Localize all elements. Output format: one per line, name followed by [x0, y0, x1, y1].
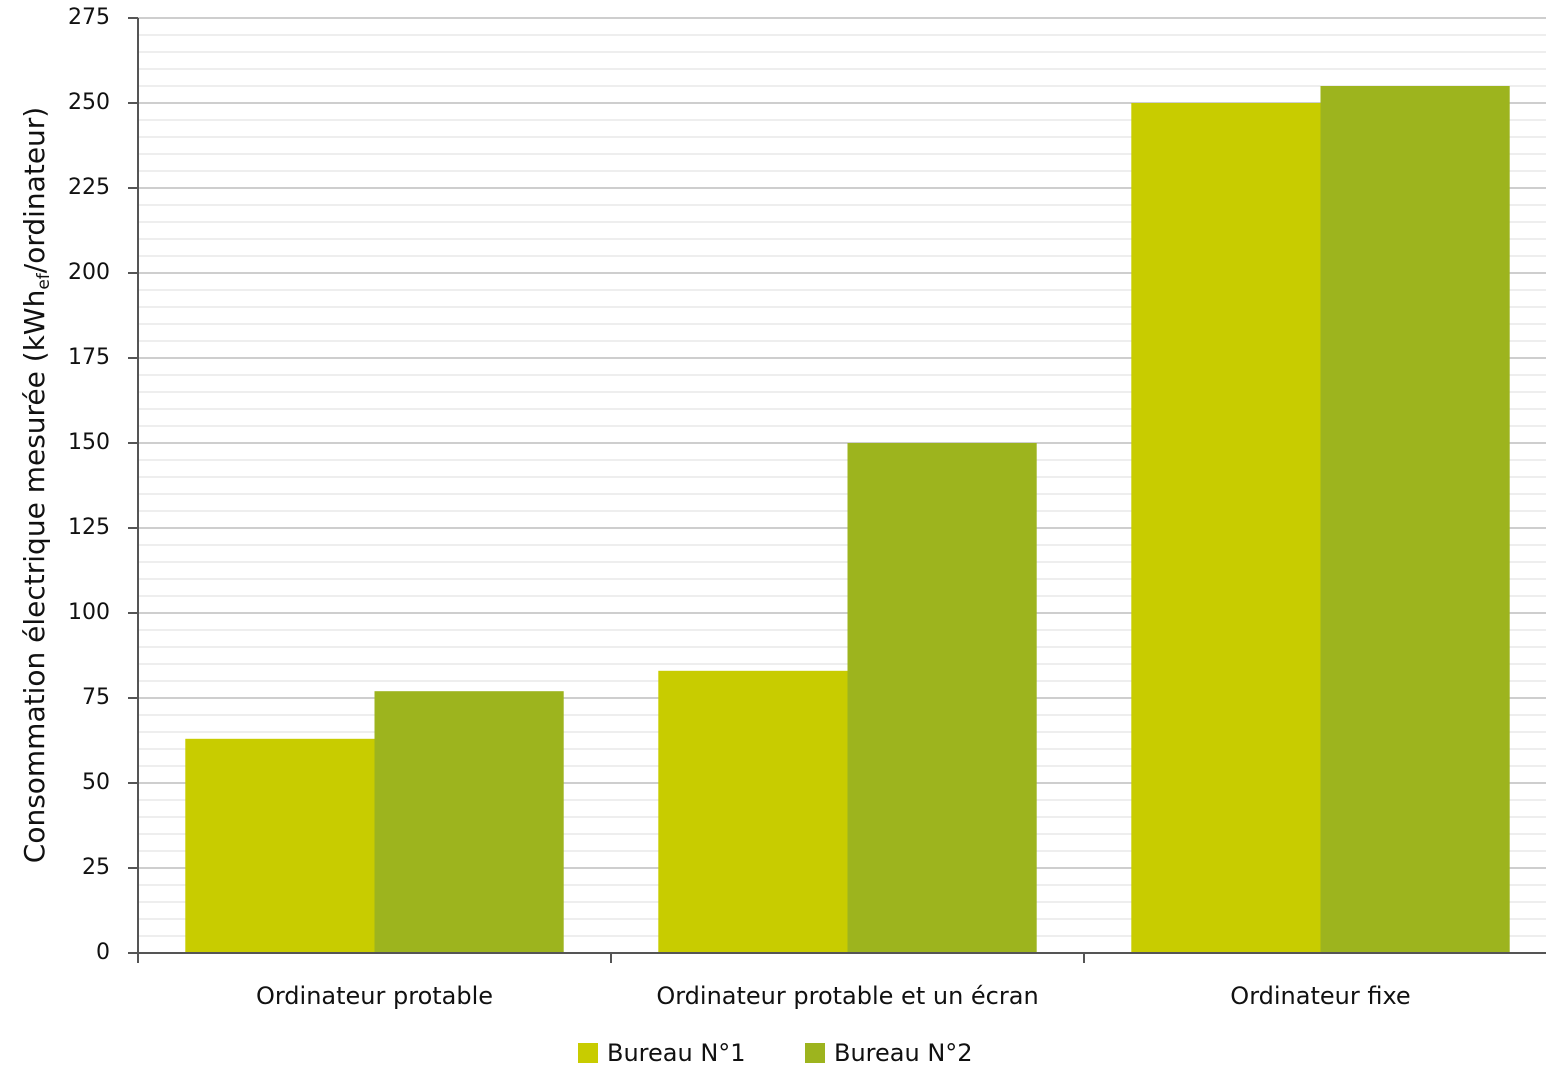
y-tick-label: 175 [68, 345, 110, 370]
x-tick-label: Ordinateur fixe [1230, 982, 1410, 1010]
legend-swatch [805, 1043, 825, 1063]
legend-label: Bureau N°1 [607, 1039, 746, 1066]
bar [1131, 103, 1321, 953]
bar [1320, 86, 1510, 953]
y-tick-label: 0 [96, 940, 110, 965]
bar [658, 670, 848, 953]
x-tick-label: Ordinateur protable [256, 982, 493, 1010]
y-tick-label: 50 [82, 770, 110, 795]
y-tick-label: 125 [68, 515, 110, 540]
y-tick-label: 275 [68, 5, 110, 30]
legend-swatch [578, 1043, 598, 1063]
y-tick-label: 250 [68, 90, 110, 115]
y-axis-title: Consommation électrique mesurée (kWhef/o… [18, 107, 54, 863]
y-tick-label: 150 [68, 430, 110, 455]
y-axis-title-sub: ef [34, 272, 54, 289]
y-tick-label: 75 [82, 685, 110, 710]
bar [847, 443, 1037, 953]
bar [185, 738, 375, 953]
y-axis-title-part: Consommation électrique mesurée (kWh [18, 290, 51, 864]
y-tick-label: 100 [68, 600, 110, 625]
y-tick-label: 225 [68, 175, 110, 200]
legend-label: Bureau N°2 [834, 1039, 973, 1066]
x-tick-label: Ordinateur protable et un écran [656, 982, 1038, 1010]
bar [374, 691, 564, 953]
y-tick-label: 25 [82, 855, 110, 880]
y-tick-label: 200 [68, 260, 110, 285]
y-axis-title-part: /ordinateur) [18, 107, 51, 273]
